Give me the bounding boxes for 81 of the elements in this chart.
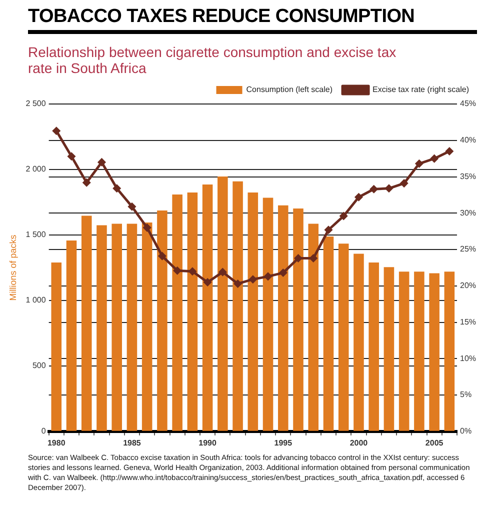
bar	[157, 210, 168, 431]
point	[68, 152, 76, 160]
point	[143, 224, 151, 232]
y2-tick-label: 5%	[460, 390, 472, 400]
point	[113, 184, 121, 192]
point	[264, 272, 272, 280]
bar	[384, 267, 394, 431]
point	[234, 280, 242, 288]
point	[340, 212, 348, 220]
point	[218, 268, 226, 276]
bar	[142, 222, 152, 431]
bar	[354, 254, 364, 431]
bar	[262, 198, 274, 431]
y-tick-label: 2 000	[26, 164, 46, 174]
point	[430, 154, 438, 162]
x-tick-label: 1990	[198, 438, 217, 448]
bar	[398, 272, 410, 431]
bar	[293, 208, 304, 431]
bar	[126, 224, 138, 431]
y-tick-label: 1 500	[26, 230, 46, 240]
bar	[338, 244, 349, 431]
y2-tick-label: 35%	[460, 172, 476, 181]
bar	[429, 273, 440, 431]
bar	[81, 216, 92, 431]
point	[310, 254, 318, 262]
point	[204, 278, 212, 286]
point	[446, 148, 454, 156]
y-axis-title: Millions of packs	[8, 234, 18, 301]
point	[249, 276, 257, 284]
y2-tick-label: 20%	[460, 281, 476, 290]
x-tick-label: 1995	[274, 438, 293, 448]
point	[370, 185, 378, 193]
point	[279, 269, 287, 277]
bar	[172, 194, 182, 431]
point	[158, 252, 166, 260]
bar	[368, 262, 379, 431]
point	[98, 158, 106, 166]
y-tick-label: 500	[32, 361, 46, 370]
point	[128, 202, 136, 210]
x-tick-label: 2000	[350, 438, 368, 448]
bar	[96, 225, 107, 431]
point	[324, 226, 332, 234]
point	[354, 193, 362, 201]
bar	[66, 240, 77, 431]
y2-tick-label: 25%	[460, 244, 476, 254]
bar	[218, 176, 228, 431]
y2-tick-label: 30%	[460, 208, 476, 218]
x-tick-label: 1980	[47, 438, 66, 448]
bar	[112, 224, 122, 431]
point	[174, 266, 182, 274]
y2-tick-label: 0%	[460, 426, 472, 436]
y-tick-label: 1 000	[26, 296, 46, 305]
legend-label: Consumption (left scale)	[246, 85, 333, 94]
point	[294, 254, 302, 262]
bar	[232, 181, 243, 431]
bar	[187, 192, 198, 431]
y2-tick-label: 10%	[460, 354, 476, 363]
x-tick-label: 1985	[123, 438, 142, 448]
chart-title: TOBACCO TAXES REDUCE CONSUMPTION	[28, 6, 477, 34]
point	[415, 160, 423, 168]
point	[52, 127, 60, 135]
bar	[308, 224, 319, 431]
bar	[323, 236, 334, 431]
y2-tick-label: 40%	[460, 136, 476, 145]
y2-tick-label: 15%	[460, 317, 476, 326]
point	[82, 178, 90, 186]
y2-tick-label: 45%	[460, 99, 476, 108]
y-tick-label: 2 500	[26, 99, 46, 108]
bar	[51, 262, 62, 431]
bar	[414, 272, 424, 431]
legend-label: Excise tax rate (right scale)	[372, 85, 470, 94]
point	[400, 180, 408, 188]
chart-subtitle: Relationship between cigarette consumption and excise tax rate in South Africa	[28, 44, 398, 76]
bar	[202, 184, 213, 431]
bar	[444, 272, 455, 431]
point	[385, 184, 393, 192]
bar	[278, 205, 288, 431]
x-tick-label: 2005	[425, 438, 444, 448]
bar	[248, 192, 258, 431]
y-tick-label: 0	[41, 426, 46, 436]
point	[188, 268, 196, 276]
